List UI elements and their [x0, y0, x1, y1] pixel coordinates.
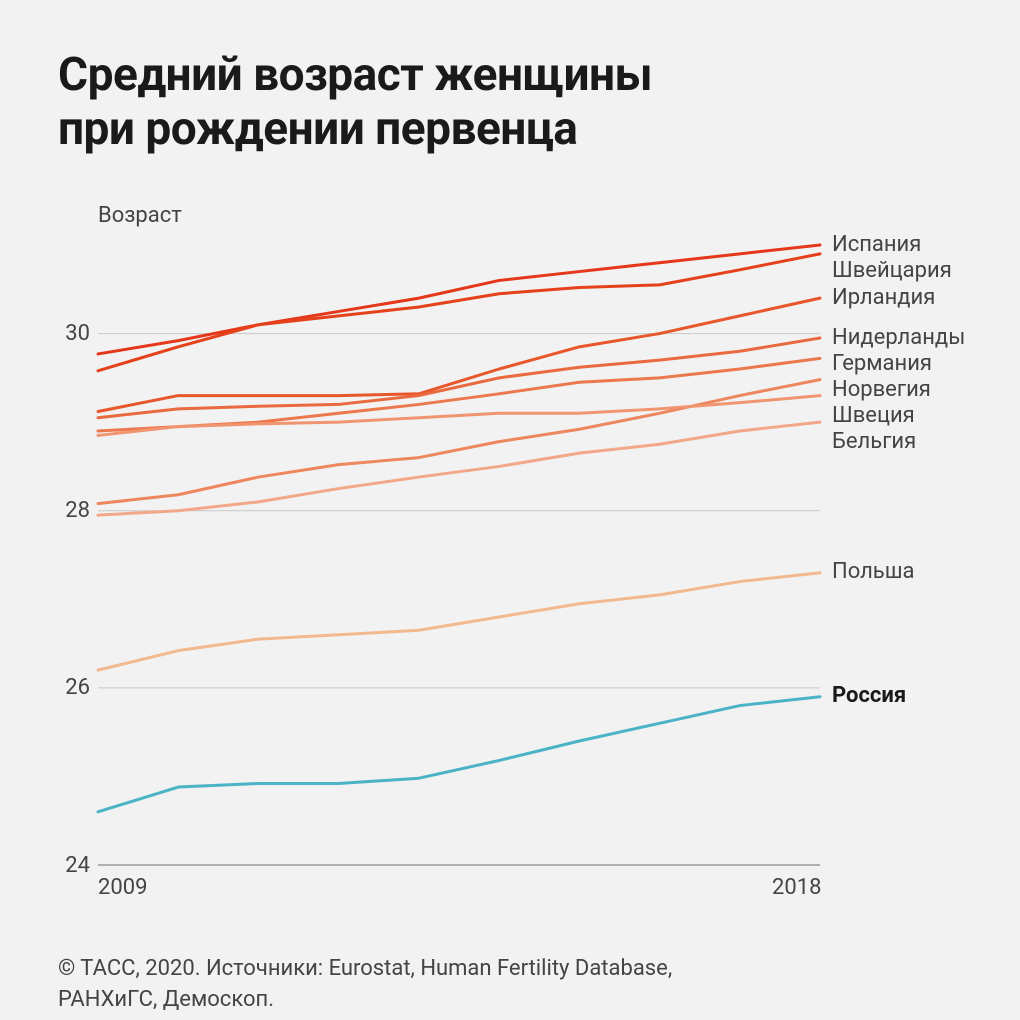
- source-line-1: © ТАСС, 2020. Источники: Eurostat, Human…: [58, 956, 672, 981]
- x-tick-label: 2009: [98, 875, 147, 900]
- chart-title: Средний возраст женщины при рождении пер…: [58, 48, 970, 157]
- y-tick-label: 24: [58, 853, 90, 878]
- series-label: Норвегия: [832, 377, 931, 402]
- title-line-1: Средний возраст женщины: [58, 48, 652, 102]
- series-label: Германия: [832, 351, 932, 376]
- series-label: Швеция: [832, 403, 915, 428]
- series-label: Россия: [832, 683, 906, 708]
- series-label: Швейцария: [832, 258, 952, 283]
- series-label: Бельгия: [832, 429, 916, 454]
- y-tick-label: 30: [58, 321, 90, 346]
- series-line: [98, 572, 820, 669]
- y-tick-label: 26: [58, 675, 90, 700]
- chart-area: Возраст 24 26 28 30 2009 2018 ИспанияШвейцарияИ…: [58, 205, 970, 925]
- title-line-2: при рождении первенца: [58, 102, 577, 156]
- source-text: © ТАСС, 2020. Источники: Eurostat, Human…: [58, 953, 970, 1017]
- series-line: [98, 422, 820, 515]
- y-tick-label: 28: [58, 498, 90, 523]
- series-label: Ирландия: [832, 285, 935, 310]
- y-axis-title: Возраст: [98, 203, 182, 228]
- series-line: [98, 696, 820, 811]
- series-label: Испания: [832, 232, 921, 257]
- x-tick-label: 2018: [772, 875, 821, 900]
- series-label: Польша: [832, 559, 915, 584]
- series-label: Нидерланды: [832, 325, 965, 350]
- source-line-2: РАНХиГС, Демоскоп.: [58, 987, 274, 1012]
